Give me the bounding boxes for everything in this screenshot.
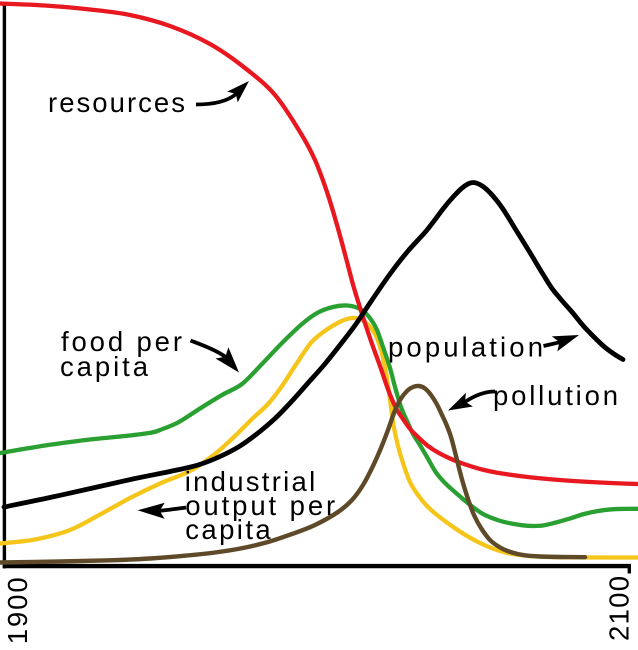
- svg-text:pollution: pollution: [493, 380, 618, 411]
- svg-text:capita: capita: [60, 351, 149, 382]
- svg-text:capita: capita: [185, 514, 271, 545]
- svg-text:industrial: industrial: [185, 466, 316, 497]
- svg-text:food per: food per: [61, 326, 182, 357]
- svg-text:output per: output per: [185, 490, 335, 521]
- svg-text:resources: resources: [48, 87, 185, 118]
- svg-text:2100: 2100: [604, 576, 635, 641]
- svg-text:1900: 1900: [2, 577, 33, 644]
- svg-text:population: population: [388, 331, 543, 362]
